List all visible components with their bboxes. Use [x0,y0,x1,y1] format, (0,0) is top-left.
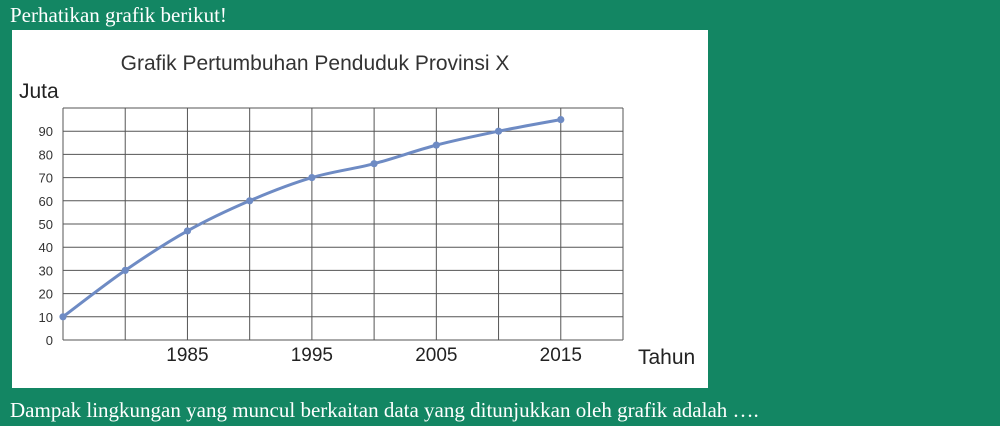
x-tick-label: 1995 [291,345,333,366]
data-point [370,160,378,168]
data-point [121,266,129,274]
data-point [246,197,254,205]
series-points [59,116,565,321]
chart-grid [62,107,624,341]
data-point [494,127,503,135]
y-tick-label: 0 [46,333,53,348]
chart-card: 0 10 20 30 40 50 60 70 80 90 1985 1995 2005 2015 Gra… [12,30,708,388]
data-point [59,313,67,321]
y-tick-label: 30 [39,263,53,278]
y-tick-label: 50 [39,217,53,232]
data-point [183,227,192,235]
y-tick-label: 40 [39,240,53,255]
data-point [557,116,565,124]
x-tick-label: 1985 [166,345,208,366]
population-line-chart: 0 10 20 30 40 50 60 70 80 90 1985 1995 2005 2015 Gra… [19,52,695,369]
y-axis-label: Juta [19,80,59,103]
question-text: Dampak lingkungan yang muncul berkaitan … [10,398,759,422]
y-tick-label: 60 [39,194,53,209]
y-tick-label: 80 [39,147,53,162]
x-axis-label: Tahun [638,346,695,369]
intro-text: Perhatikan grafik berikut! [10,3,227,27]
x-axis-ticks: 1985 1995 2005 2015 [166,345,582,366]
series-line [61,118,563,319]
x-tick-label: 2015 [540,345,582,366]
y-tick-label: 10 [39,310,53,325]
data-point [432,141,440,149]
data-point [308,174,316,182]
x-tick-label: 2005 [415,345,457,366]
chart-title: Grafik Pertumbuhan Penduduk Provinsi X [121,52,510,75]
y-axis-ticks: 0 10 20 30 40 50 60 70 80 90 [39,124,53,348]
y-tick-label: 70 [39,171,53,186]
y-tick-label: 90 [39,124,53,139]
y-tick-label: 20 [39,287,53,302]
